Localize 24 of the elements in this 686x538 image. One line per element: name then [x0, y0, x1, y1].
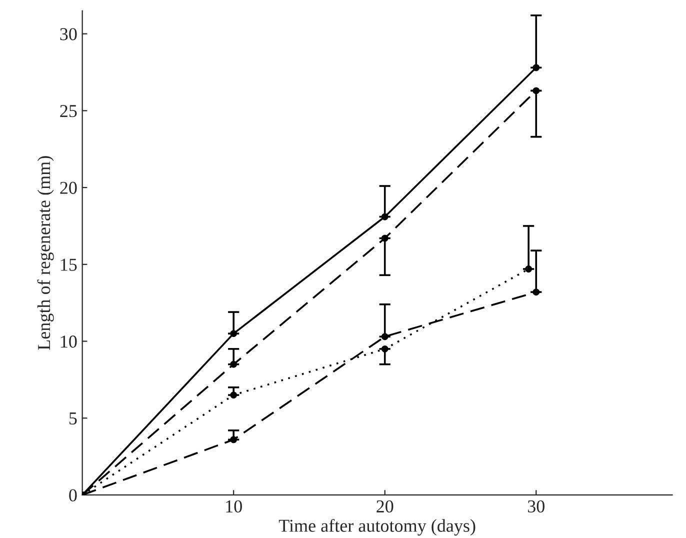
point: [381, 213, 388, 220]
point: [525, 266, 532, 272]
point: [381, 333, 388, 340]
y-tick-label: 25: [60, 104, 77, 118]
y-tick-label: 5: [69, 412, 77, 425]
point: [230, 436, 238, 444]
point: [230, 330, 238, 338]
point: [381, 345, 388, 352]
x-tick-label: 30: [528, 500, 544, 513]
y-tick-label: 0: [69, 489, 77, 502]
point: [230, 360, 238, 368]
y-tick-label: 15: [60, 258, 77, 271]
x-axis-title: Time after autotomy (days): [278, 518, 476, 536]
x-tick-label: 20: [376, 500, 394, 513]
y-tick-label: 20: [60, 182, 77, 194]
x-tick-label: 10: [226, 500, 242, 513]
y-axis-title: Length of regenerate (mm): [37, 156, 54, 350]
point: [381, 234, 388, 242]
point: [532, 64, 540, 72]
y-tick-label: 30: [60, 28, 77, 40]
point: [532, 87, 540, 94]
point: [532, 288, 540, 296]
y-tick-label: 10: [60, 336, 77, 348]
point: [230, 392, 238, 399]
